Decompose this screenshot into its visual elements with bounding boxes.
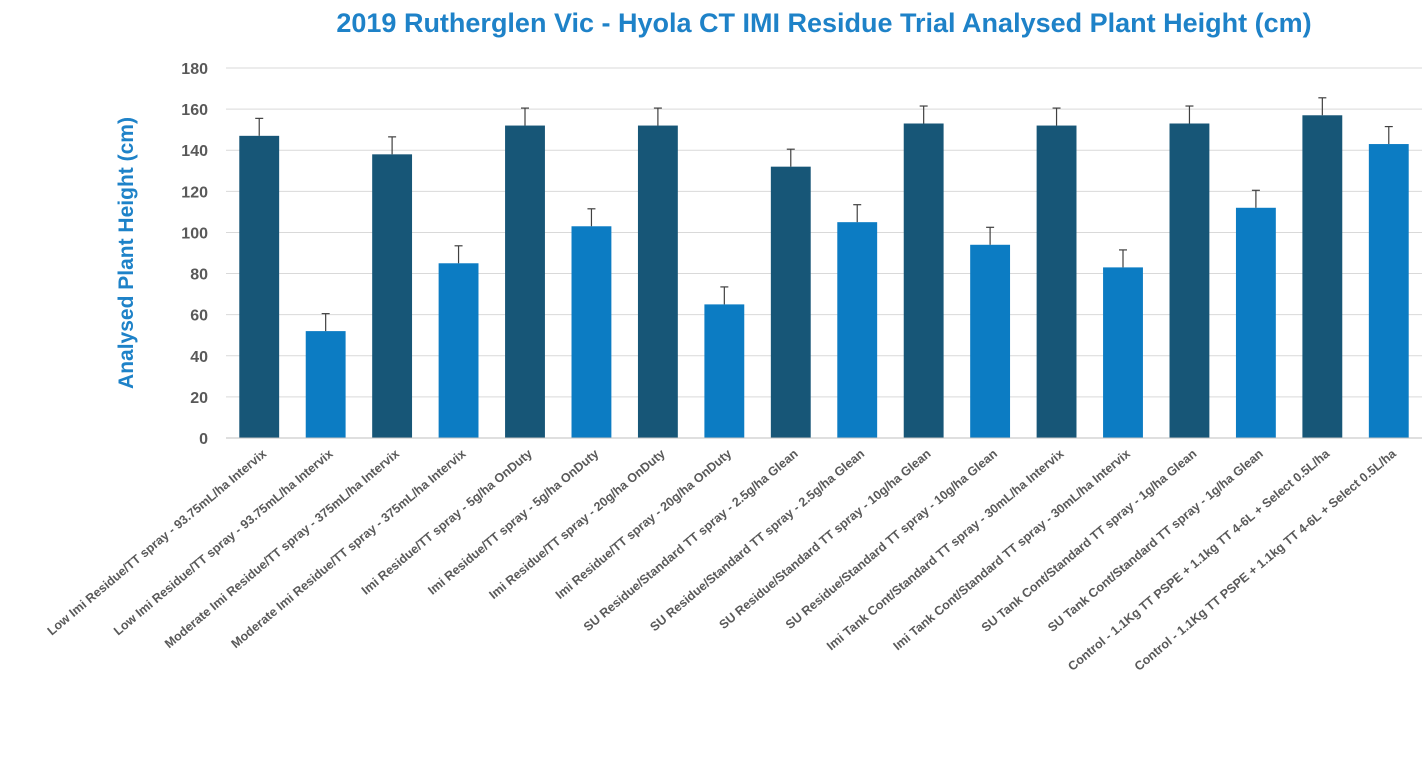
bar: [1036, 125, 1077, 439]
y-tick-label: 0: [199, 431, 208, 448]
bar: [1302, 115, 1343, 439]
bar: [970, 244, 1011, 438]
y-tick-label: 20: [190, 390, 208, 407]
bar: [903, 123, 944, 438]
x-tick-label: Low Imi Residue/TT spray - 93.75mL/ha In…: [45, 447, 270, 639]
x-tick-label: Imi Tank Cont/Standard TT spray - 30mL/h…: [891, 447, 1133, 654]
bar: [571, 226, 612, 438]
x-tick-label: Moderate Imi Residue/TT spray - 375mL/ha…: [162, 447, 402, 652]
bar: [372, 154, 413, 439]
bar: [1368, 144, 1409, 439]
bar: [438, 263, 479, 438]
bar: [1103, 267, 1143, 438]
bar: [239, 135, 280, 439]
y-tick-label: 120: [181, 184, 208, 201]
chart-title: 2019 Rutherglen Vic - Hyola CT IMI Resid…: [336, 8, 1312, 38]
y-tick-label: 60: [190, 308, 208, 325]
bar: [305, 331, 346, 438]
bar: [770, 166, 811, 438]
bar: [704, 304, 745, 438]
bar: [637, 125, 678, 439]
y-tick-label: 40: [190, 349, 208, 366]
y-tick-label: 100: [181, 225, 208, 242]
bar: [1169, 123, 1210, 438]
x-tick-label: Moderate Imi Residue/TT spray - 375mL/ha…: [229, 447, 469, 652]
x-tick-label: Imi Tank Cont/Standard TT spray - 30mL/h…: [824, 447, 1066, 654]
bar: [1235, 207, 1276, 438]
y-tick-label: 180: [181, 61, 208, 78]
bar: [837, 222, 878, 438]
y-tick-label: 160: [181, 102, 208, 119]
bar: [505, 125, 545, 439]
y-tick-label: 80: [190, 267, 208, 284]
y-tick-label: 140: [181, 143, 208, 160]
